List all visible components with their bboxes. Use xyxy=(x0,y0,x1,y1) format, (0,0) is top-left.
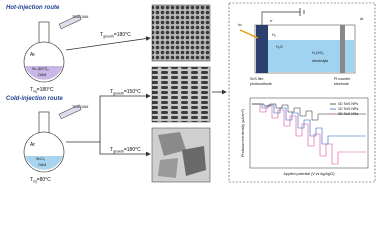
electron: e⁻ xyxy=(270,19,274,23)
t-symbol: T xyxy=(30,177,33,183)
syringe-label: TEA-OAM xyxy=(72,15,88,19)
precursor: SnCl₂ xyxy=(36,157,46,161)
hot-flask xyxy=(23,14,82,83)
cold-flask xyxy=(23,104,82,173)
t-symbol: T xyxy=(30,87,33,93)
atmosphere: Ar xyxy=(30,52,35,58)
legend-label: 2D SnS NSs xyxy=(338,112,358,116)
cell xyxy=(239,8,356,74)
gas: Ar xyxy=(360,17,364,21)
growth-temp-part: T xyxy=(100,32,103,38)
growth-temp-part: growth xyxy=(113,92,124,96)
route-title: Hot-injection route xyxy=(6,5,60,11)
t-sub: inj xyxy=(33,180,37,184)
t-sub: inj xyxy=(33,90,37,94)
growth-temp-part: =150°C xyxy=(124,89,141,95)
t-value: =180°C xyxy=(37,87,54,93)
photocathode: photocathode xyxy=(250,82,272,86)
legend-label: 1D SnS NRs xyxy=(338,107,359,111)
growth-temp: Tgrowth=180°C xyxy=(110,147,141,154)
panel-border xyxy=(228,2,376,183)
solvent: OAM xyxy=(38,163,46,167)
route-title: Cold-injection route xyxy=(6,96,63,102)
solvent: OAM xyxy=(38,73,46,77)
syringe-label: TEA-OAM xyxy=(72,105,88,109)
tem-image xyxy=(151,127,211,183)
atmosphere: Ar xyxy=(30,142,35,148)
tem-image xyxy=(151,4,211,62)
counter-electrode: Pt counter xyxy=(334,77,351,81)
growth-temp-part: growth xyxy=(103,35,114,39)
figure: Hot-injection route TEA-OAM Ar Sn-(DDT)₂… xyxy=(6,2,376,184)
growth-temp-part: =180°C xyxy=(114,32,131,38)
growth-temp-part: T xyxy=(110,89,113,95)
page: Hot-injection route TEA-OAM Ar Sn-(DDT)₂… xyxy=(6,2,376,184)
electrolyte: electrolyte xyxy=(312,59,328,63)
growth-temp-part: growth xyxy=(113,150,124,154)
arrows xyxy=(65,36,151,157)
counter-electrode: electrode xyxy=(334,82,349,86)
t-value: =80°C xyxy=(37,177,51,183)
legend-label: 0D SnS NPs xyxy=(338,102,358,106)
growth-temp-part: T xyxy=(110,147,113,153)
precursor: Sn-(DDT)₂ xyxy=(32,67,49,71)
injection-temp: Tinj=180°C xyxy=(30,87,54,94)
growth-temp-part: =180°C xyxy=(124,147,141,153)
photocathode: SnS film xyxy=(250,77,263,81)
product: H₂O xyxy=(276,45,283,49)
tem-image xyxy=(151,66,211,123)
light: hν xyxy=(238,23,242,27)
y-axis-label: Photocurrent density (µA/cm²) xyxy=(241,109,245,157)
product: H₂O/O₂ xyxy=(312,51,325,55)
x-axis-label: Applied potential (V vs Ag/AgCl) xyxy=(284,172,335,176)
product: H₂ xyxy=(272,33,277,37)
growth-temp: Tgrowth=150°C xyxy=(110,89,141,96)
injection-temp: Tinj=80°C xyxy=(30,177,51,184)
plot xyxy=(249,97,369,169)
growth-temp: Tgrowth=180°C xyxy=(100,32,131,39)
